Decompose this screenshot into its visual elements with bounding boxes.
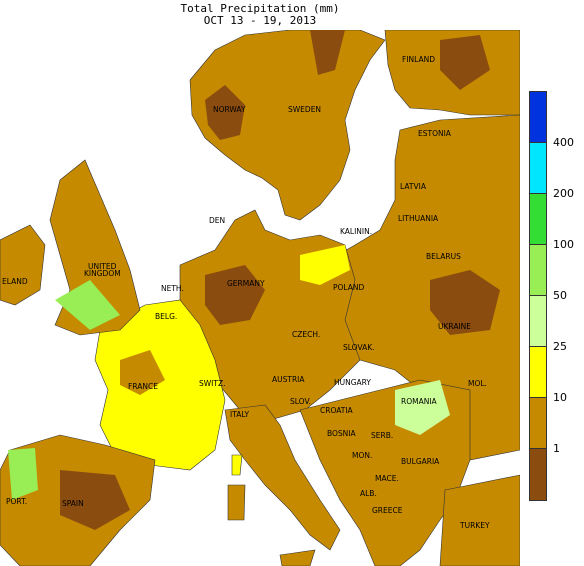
- legend-swatch: [529, 448, 547, 501]
- legend-label: 100: [553, 238, 574, 251]
- label-greece: GREECE: [372, 506, 403, 515]
- label-ukraine: UKRAINE: [438, 322, 471, 331]
- map-title: Total Precipitation (mm): [180, 2, 340, 15]
- label-finland: FINLAND: [402, 55, 435, 64]
- label-belarus: BELARUS: [426, 252, 461, 261]
- legend-swatch: [529, 346, 547, 398]
- label-lithuania: LITHUANIA: [398, 214, 439, 223]
- label-kalinin: KALININ.: [340, 227, 372, 236]
- label-kingdom: KINGDOM: [84, 269, 121, 278]
- label-latvia: LATVIA: [400, 182, 427, 191]
- label-france: FRANCE: [128, 382, 158, 391]
- italy-landmass: [224, 404, 341, 551]
- label-portugal: PORT.: [6, 497, 27, 506]
- label-switzerland: SWITZ.: [199, 379, 226, 388]
- finland-dry-area: [440, 35, 490, 90]
- label-spain: SPAIN: [62, 499, 84, 508]
- label-norway: NORWAY: [213, 105, 246, 114]
- spain-dry-area: [60, 470, 130, 530]
- portugal-wet-area: [8, 448, 38, 500]
- sardinia: [227, 484, 246, 521]
- label-poland: POLAND: [333, 283, 365, 292]
- scandinavia-landmass: [189, 30, 386, 221]
- legend-label: 200: [553, 187, 574, 200]
- germany-dry-area: [205, 265, 265, 325]
- legend-swatch: [529, 244, 547, 296]
- corsica: [231, 454, 243, 476]
- label-bosnia: BOSNIA: [327, 429, 356, 438]
- label-united: UNITED: [88, 262, 117, 271]
- label-turkey: TURKEY: [459, 521, 490, 530]
- label-bulgaria: BULGARIA: [401, 457, 440, 466]
- turkey-landmass: [439, 474, 520, 566]
- label-slovenia: SLOV.: [290, 397, 311, 406]
- legend-swatch: [529, 142, 547, 194]
- label-hungary: HUNGARY: [334, 378, 371, 387]
- norway-dry-area: [205, 85, 245, 140]
- label-italy: ITALY: [230, 410, 250, 419]
- poland-moderate-area: [300, 245, 350, 285]
- france-dry-area: [120, 350, 165, 395]
- legend-label: 50: [553, 289, 567, 302]
- label-denmark: DEN: [209, 216, 225, 225]
- map-date-range: OCT 13 - 19, 2013: [203, 14, 317, 27]
- france-landmass: [94, 299, 226, 471]
- label-czech: CZECH.: [292, 330, 320, 339]
- romania-wet-area: [395, 380, 450, 435]
- label-sweden: SWEDEN: [288, 105, 321, 114]
- precipitation-legend: [529, 91, 547, 501]
- label-ireland: ELAND: [2, 277, 28, 286]
- legend-swatch: [529, 295, 547, 347]
- legend-label: 25: [553, 340, 567, 353]
- label-romania: ROMANIA: [401, 397, 438, 406]
- label-netherlands: NETH.: [161, 284, 184, 293]
- label-croatia: CROATIA: [320, 406, 354, 415]
- label-belgium: BELG.: [155, 312, 177, 321]
- label-estonia: ESTONIA: [418, 129, 452, 138]
- legend-label: 1: [553, 442, 560, 455]
- legend-label: 10: [553, 391, 567, 404]
- legend-swatch: [529, 193, 547, 245]
- legend-label: 400: [553, 136, 574, 149]
- label-slovakia: SLOVAK.: [343, 343, 375, 352]
- label-serbia: SERB.: [371, 431, 393, 440]
- ireland-landmass: [0, 224, 46, 306]
- legend-swatch: [529, 91, 547, 143]
- great-britain-wet-area: [55, 280, 120, 330]
- legend-swatch: [529, 397, 547, 449]
- label-albania: ALB.: [360, 489, 377, 498]
- sweden-dry-area: [310, 30, 345, 75]
- precipitation-map: FINLAND NORWAY SWEDEN ESTONIA LATVIA LIT…: [0, 30, 520, 566]
- label-austria: AUSTRIA: [272, 375, 305, 384]
- label-germany: GERMANY: [227, 279, 265, 288]
- sicily: [279, 549, 316, 566]
- label-macedonia: MACE.: [375, 474, 399, 483]
- belarus-dry-area: [430, 270, 500, 335]
- label-moldova: MOL.: [468, 379, 487, 388]
- label-montenegro: MON.: [352, 451, 372, 460]
